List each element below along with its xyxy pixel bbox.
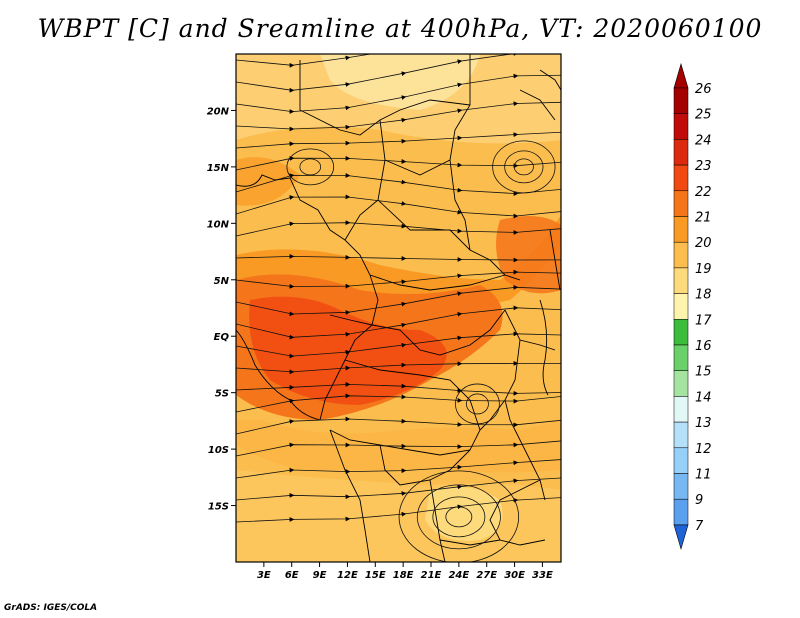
y-tick-label: 15N [207,163,230,174]
x-tick-label: 9E [313,570,327,581]
colorbar-segment [673,498,689,526]
colorbar-top-arrow [673,62,689,89]
colorbar-segment [673,113,689,140]
colorbar-segment [673,421,689,449]
streamline [236,416,561,435]
colorbar-segment [673,344,689,371]
x-tick-label: 12E [337,570,358,581]
colorbar-segment [673,370,689,397]
colorbar-segment [673,216,689,243]
streamline [236,382,561,396]
x-tick-label: 18E [393,570,414,581]
streamline [236,131,561,149]
streamline [236,101,561,132]
x-axis: 3E 6E 9E 12E 15E 18E 21E 24E 27E 30E 33E [257,562,553,581]
streamline [236,361,561,375]
colorbar-label: 18 [695,288,712,303]
colorbar-label: 23 [695,159,712,174]
streamline-vortex [432,496,486,538]
streamline-vortex [445,506,473,528]
map-title: WBPT [C] and Sreamline at 400hPa, VT: 20… [37,14,763,43]
y-tick-label: 15S [208,502,229,513]
colorbar-label: 24 [695,133,712,148]
colorbar-label: 11 [695,468,712,483]
colorbar: 26 25 24 23 22 21 20 19 18 17 16 15 14 13 12 11 9 7 [673,62,712,550]
colorbar-label: 7 [695,519,704,534]
streamline [236,477,561,501]
colorbar-label: 19 [695,262,712,277]
streamline-vortex [286,148,335,186]
streamlines [236,54,561,562]
colorbar-label: 17 [695,313,712,328]
x-tick-label: 27E [476,570,497,581]
streamline [236,440,561,457]
colorbar-label: 21 [695,211,712,226]
y-tick-label: 5N [214,276,230,287]
credit-text: GrADS: IGES/COLA [4,603,98,613]
streamline-vortex [466,393,489,415]
colorbar-segment [673,293,689,320]
colorbar-segment [673,447,689,474]
colorbar-label: 12 [695,442,712,457]
streamline-vortex [513,158,534,176]
colorbar-label: 25 [695,108,712,123]
colorbar-segment [673,473,689,500]
colorbar-label: 16 [695,339,712,354]
streamline-vortex [416,484,501,550]
streamline-vortex [299,158,322,176]
streamline [236,155,561,171]
streamline [236,220,561,237]
x-tick-label: 21E [421,570,442,581]
streamline [236,194,561,219]
streamline-vortex [504,150,544,184]
streamline-vortex [398,470,520,562]
colorbar-label: 26 [695,82,712,97]
colorbar-segment [673,267,689,294]
x-tick-label: 30E [504,570,525,581]
colorbar-segment [673,396,689,423]
colorbar-segment [673,241,689,269]
colorbar-segment [673,319,689,346]
streamline [236,254,561,263]
colorbar-label: 14 [695,390,712,405]
streamline [236,331,561,359]
x-tick-label: 6E [285,570,299,581]
streamline-vortex [455,383,500,425]
streamline [236,497,561,523]
colorbar-segment [673,87,689,114]
x-tick-label: 3E [257,570,271,581]
streamline [236,173,561,197]
streamline [236,393,561,413]
y-tick-label: 10N [207,219,230,230]
colorbar-label: 15 [695,365,712,380]
y-tick-label: 20N [207,106,230,117]
x-tick-label: 33E [532,570,553,581]
colorbar-label: 22 [695,185,712,200]
y-tick-label: EQ [214,332,230,343]
plot-frame [235,53,562,563]
y-tick-label: 10S [208,445,229,456]
colorbar-segment [673,139,689,166]
streamline-vortex [492,140,556,194]
y-tick-label: 5S [215,389,229,400]
colorbar-segment [673,164,689,192]
x-tick-label: 24E [448,570,469,581]
colorbar-bottom-arrow [673,524,689,550]
y-axis: 20N 15N 10N 5N EQ 5S 10S 15S [207,106,236,513]
x-tick-label: 15E [365,570,386,581]
colorbar-label: 13 [695,416,712,431]
streamline [236,459,561,479]
colorbar-segment [673,190,689,217]
colorbar-label: 9 [695,493,703,508]
colorbar-label: 20 [695,236,712,251]
